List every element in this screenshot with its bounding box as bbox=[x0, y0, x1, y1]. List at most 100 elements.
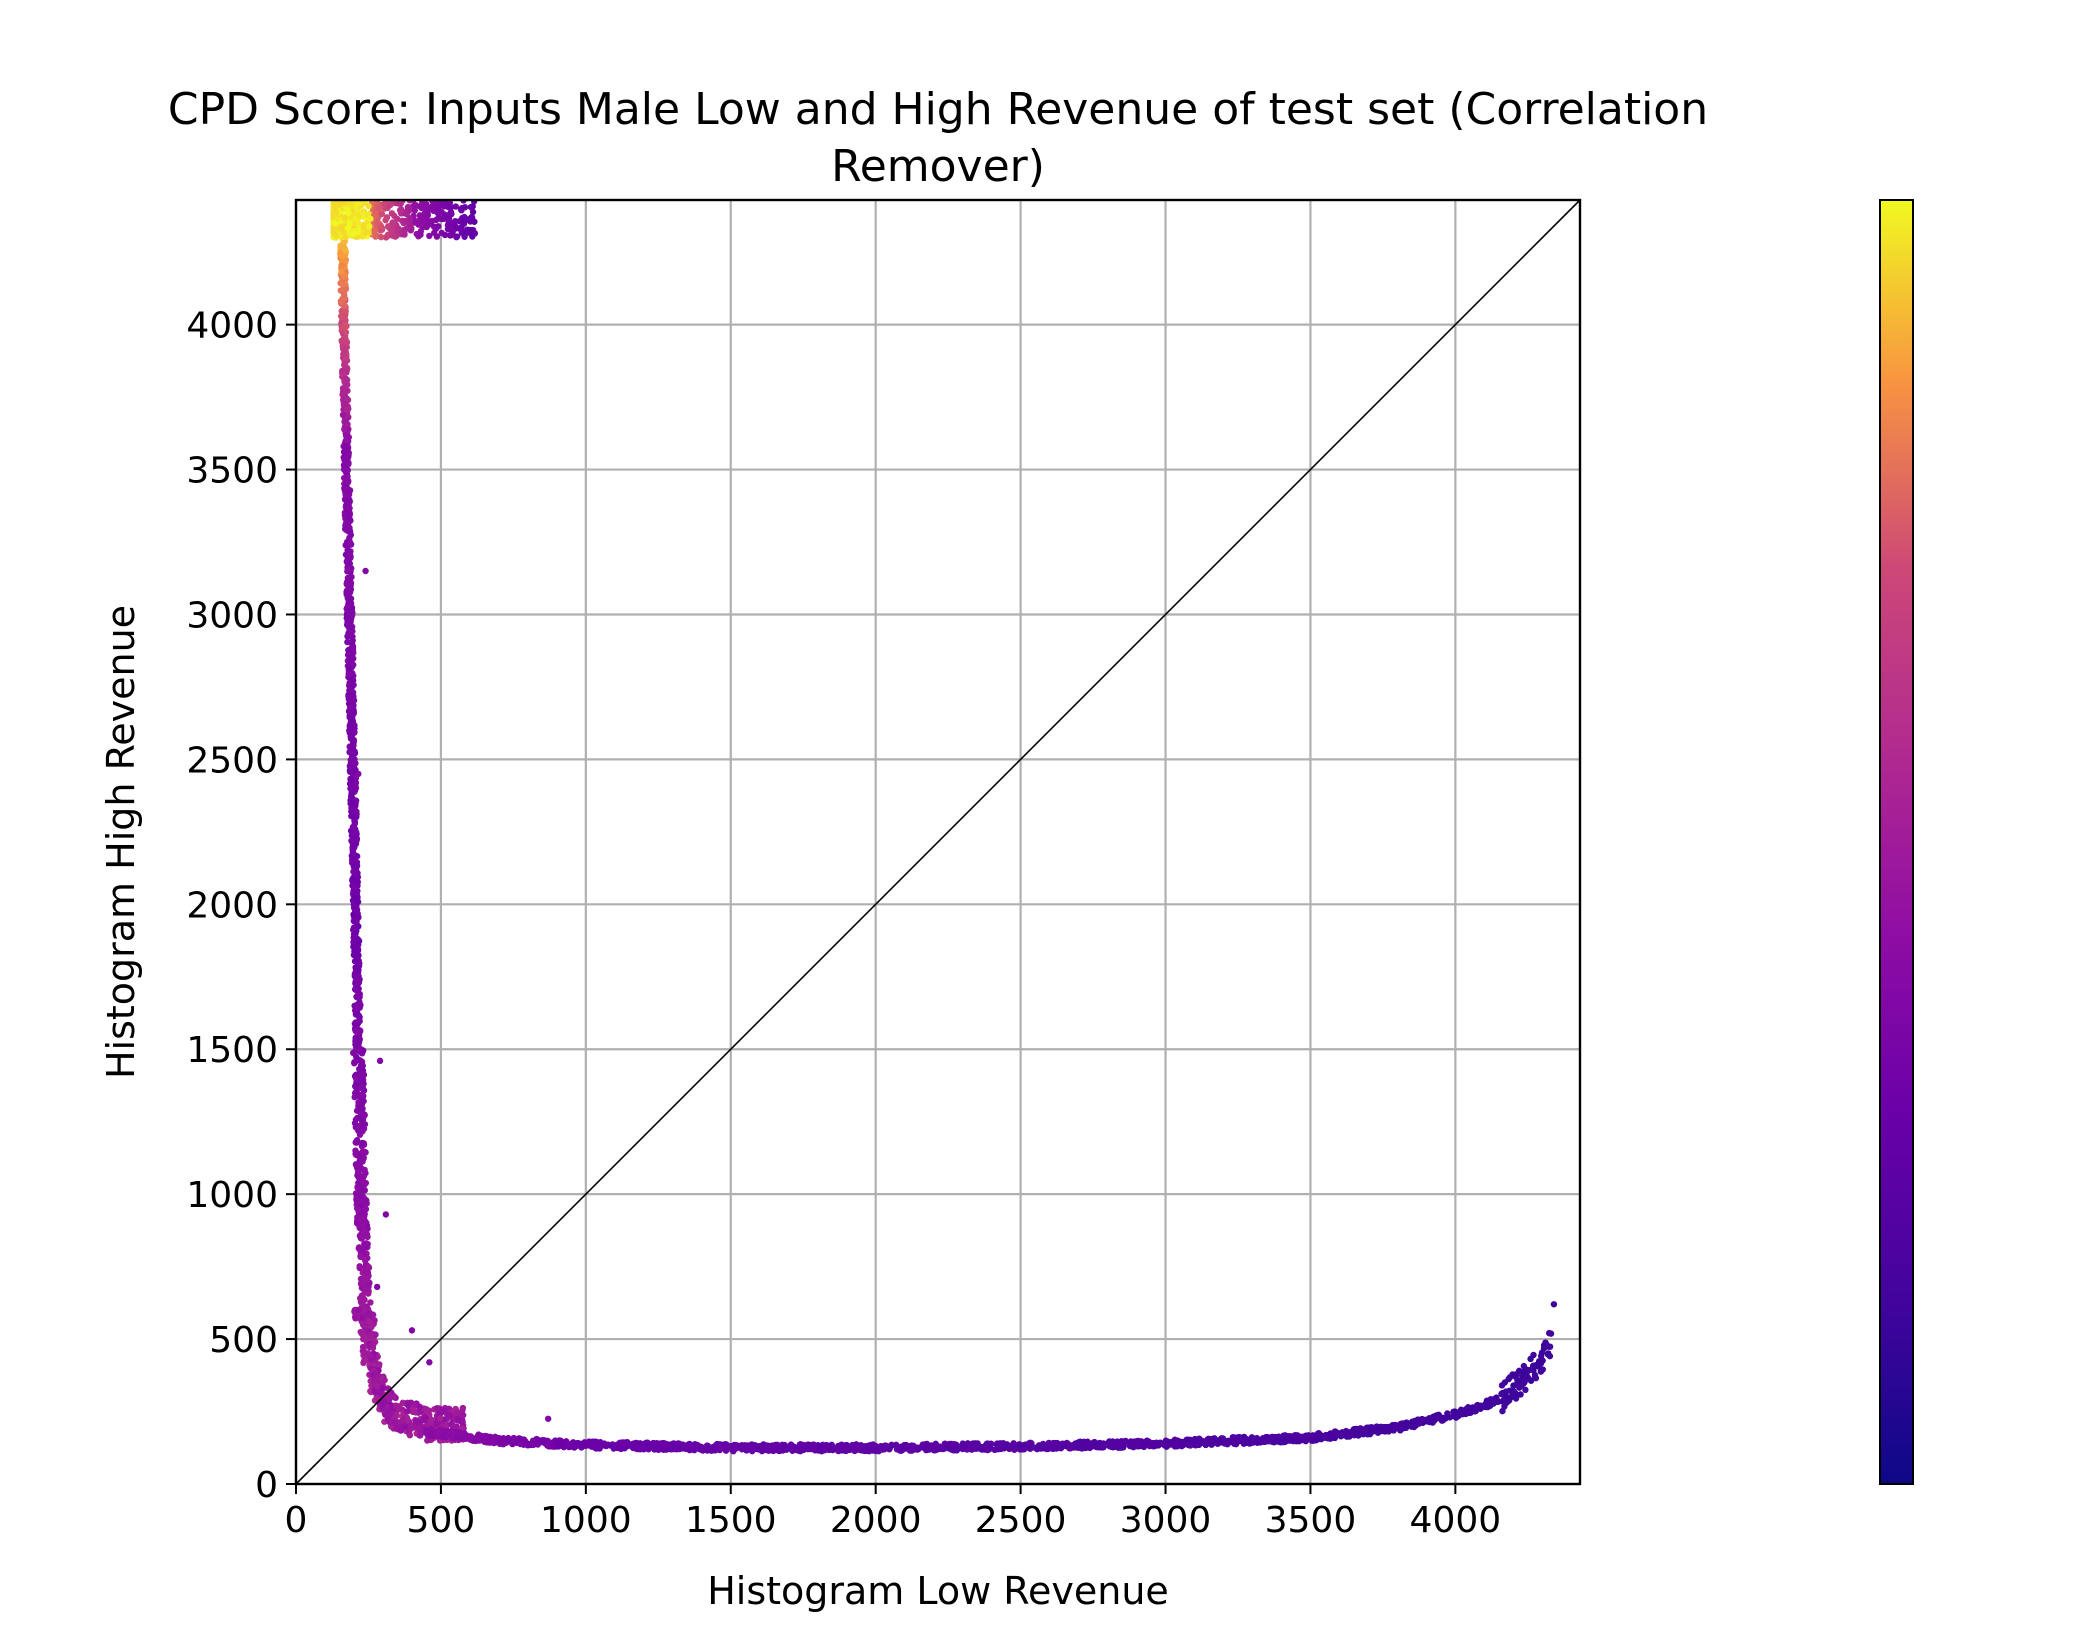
scatter-point bbox=[438, 229, 445, 237]
scatter-point bbox=[467, 203, 475, 211]
scatter-point bbox=[948, 1441, 955, 1448]
scatter-point bbox=[413, 1418, 421, 1426]
scatter-point bbox=[407, 1425, 415, 1432]
scatter-point bbox=[1001, 1445, 1008, 1452]
scatter-point bbox=[433, 233, 441, 240]
scatter-point bbox=[416, 203, 424, 210]
scatter-point bbox=[368, 1341, 376, 1349]
scatter-point bbox=[350, 943, 357, 950]
scatter-point bbox=[417, 231, 424, 238]
scatter-point bbox=[1429, 1419, 1436, 1426]
chart-title-line-1: CPD Score: Inputs Male Low and High Reve… bbox=[168, 84, 1708, 135]
scatter-point bbox=[361, 1306, 368, 1314]
scatter-point bbox=[937, 1443, 945, 1450]
scatter-point bbox=[1530, 1351, 1537, 1359]
scatter-point bbox=[875, 1446, 882, 1454]
scatter-point bbox=[655, 1444, 663, 1451]
scatter-point bbox=[1338, 1431, 1345, 1438]
scatter-point bbox=[352, 893, 360, 901]
scatter-point bbox=[355, 937, 363, 945]
scatter-point bbox=[341, 418, 348, 426]
scatter-point bbox=[343, 500, 351, 507]
scatter-point bbox=[367, 1299, 374, 1306]
scatter-point bbox=[379, 1400, 387, 1407]
scatter-point bbox=[1296, 1437, 1303, 1445]
scatter-point bbox=[428, 1416, 435, 1423]
scatter-point bbox=[661, 1440, 668, 1448]
scatter-point bbox=[346, 589, 354, 596]
scatter-point bbox=[342, 541, 349, 549]
scatter-point bbox=[920, 1444, 928, 1452]
scatter-point bbox=[477, 1433, 485, 1440]
scatter-point bbox=[1330, 1431, 1338, 1438]
scatter-point bbox=[800, 1441, 807, 1449]
scatter-point bbox=[389, 232, 397, 239]
scatter-point bbox=[370, 1371, 377, 1378]
scatter-point bbox=[353, 918, 360, 925]
scatter-point bbox=[384, 232, 391, 239]
scatter-point bbox=[469, 226, 477, 234]
scatter-point bbox=[445, 1412, 452, 1419]
y-tick-label: 1500 bbox=[186, 1030, 278, 1071]
y-axis-ticks: 0 500 1000 1500 2000 2500 3000 3500 4000 bbox=[186, 306, 296, 1506]
scatter-point bbox=[1082, 1442, 1090, 1449]
scatter-point bbox=[948, 1446, 955, 1453]
scatter-point bbox=[1287, 1435, 1295, 1442]
scatter-point bbox=[353, 952, 360, 959]
x-axis-ticks: 0 500 1000 1500 2000 2500 3000 3500 4000 bbox=[285, 1484, 1501, 1541]
scatter-point bbox=[355, 1168, 362, 1176]
scatter-point bbox=[355, 212, 362, 219]
scatter-point bbox=[397, 1427, 404, 1434]
grid bbox=[294, 200, 1580, 1486]
scatter-point bbox=[1016, 1441, 1023, 1448]
scatter-point bbox=[1324, 1435, 1331, 1442]
scatter-point bbox=[387, 201, 394, 209]
scatter-point bbox=[338, 262, 345, 269]
scatter-point bbox=[347, 776, 354, 783]
scatter-point bbox=[349, 637, 356, 644]
scatter-point bbox=[361, 1257, 369, 1264]
scatter-point bbox=[350, 738, 357, 746]
scatter-point bbox=[1037, 1445, 1045, 1452]
scatter-point bbox=[346, 508, 353, 516]
scatter-point bbox=[448, 1434, 456, 1442]
x-axis-label: Histogram Low Revenue bbox=[707, 1569, 1169, 1613]
scatter-point bbox=[798, 1446, 805, 1454]
scatter-point bbox=[360, 1172, 368, 1180]
scatter-point bbox=[347, 756, 354, 764]
scatter-point bbox=[339, 252, 346, 260]
scatter-point bbox=[360, 212, 367, 219]
scatter-point bbox=[332, 231, 339, 239]
scatter-point bbox=[351, 1089, 359, 1097]
scatter-point bbox=[365, 203, 372, 210]
scatter-point bbox=[346, 670, 353, 678]
scatter-point bbox=[341, 214, 348, 222]
scatter-point bbox=[356, 1047, 363, 1055]
scatter-point bbox=[341, 426, 348, 433]
scatter-point bbox=[461, 233, 468, 240]
scatter-point bbox=[579, 1442, 586, 1449]
scatter-point bbox=[393, 1412, 400, 1419]
scatter-point bbox=[550, 1441, 558, 1448]
y-tick-label: 1000 bbox=[186, 1175, 278, 1216]
scatter-point bbox=[436, 1415, 444, 1422]
scatter-point bbox=[1418, 1415, 1426, 1423]
x-tick-label: 3000 bbox=[1120, 1500, 1212, 1541]
scatter-point bbox=[1546, 1352, 1554, 1360]
scatter-point bbox=[331, 220, 338, 227]
scatter-point bbox=[426, 1359, 433, 1366]
scatter-point bbox=[747, 1444, 754, 1452]
scatter-point bbox=[1121, 1438, 1129, 1445]
scatter-point bbox=[1076, 1440, 1084, 1448]
scatter-point bbox=[472, 1437, 480, 1445]
scatter-point bbox=[1130, 1443, 1137, 1451]
scatter-point bbox=[342, 307, 349, 315]
scatter-point bbox=[371, 1388, 379, 1396]
scatter-point bbox=[405, 205, 413, 212]
chart-title-line-2: Remover) bbox=[831, 141, 1045, 192]
scatter-point bbox=[352, 1190, 360, 1197]
scatter-point bbox=[856, 1444, 864, 1452]
scatter-point bbox=[1194, 1439, 1201, 1447]
scatter-point bbox=[1072, 1440, 1079, 1447]
scatter-point bbox=[645, 1443, 652, 1450]
